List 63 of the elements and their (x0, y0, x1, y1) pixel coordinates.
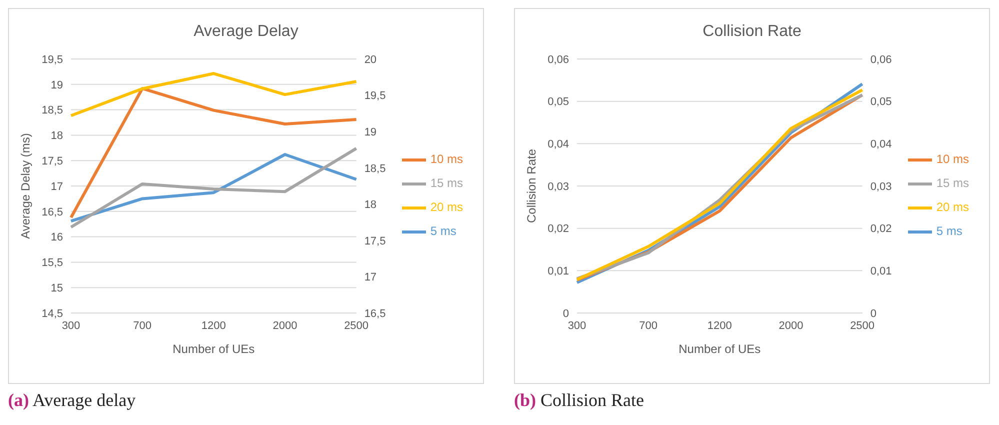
x-tick-label: 2500 (850, 320, 875, 332)
y2-tick-label: 0 (870, 308, 876, 320)
y2-tick-label: 0,01 (870, 266, 892, 278)
y-tick-label: 17,5 (42, 156, 63, 168)
line-series (70, 72, 358, 118)
legend-label: 15 ms (430, 176, 463, 190)
y-tick-label: 15 (50, 282, 63, 295)
y-axis-title: Collision Rate (524, 148, 538, 224)
chart-title: Collision Rate (702, 23, 802, 41)
y-tick-label: 0,05 (548, 96, 569, 108)
y2-tick-label: 0,05 (870, 96, 892, 108)
y2-tick-label: 19,5 (364, 90, 386, 102)
y-tick-label: 17 (50, 180, 63, 193)
x-axis-title: Number of UEs (678, 342, 761, 356)
y-tick-label: 14,5 (42, 308, 63, 320)
y2-tick-label: 17 (364, 272, 377, 284)
y-tick-label: 19 (50, 79, 63, 92)
y2-tick-label: 0,02 (870, 223, 892, 236)
y-tick-label: 0 (562, 308, 569, 320)
y2-tick-label: 16,5 (364, 308, 386, 320)
line-series (70, 146, 358, 229)
y-tick-label: 19,5 (42, 54, 63, 66)
y-tick-label: 16,5 (42, 206, 63, 218)
y-tick-label: 0,02 (548, 223, 569, 236)
x-tick-label: 2000 (272, 320, 298, 332)
x-tick-label: 1200 (707, 320, 732, 332)
y-tick-label: 18,5 (42, 104, 63, 117)
legend-label: 15 ms (936, 176, 969, 190)
x-tick-label: 300 (568, 320, 586, 332)
x-tick-label: 2500 (344, 320, 369, 332)
x-tick-label: 1200 (201, 320, 226, 332)
y2-tick-label: 19 (364, 126, 377, 138)
x-tick-label: 700 (133, 320, 152, 332)
x-tick-label: 700 (639, 320, 658, 332)
y2-tick-label: 17,5 (364, 235, 386, 248)
line-series (70, 86, 358, 219)
y2-tick-label: 0,04 (870, 138, 892, 151)
legend-label: 10 ms (430, 152, 463, 166)
chart-title: Average Delay (192, 23, 300, 41)
y2-tick-label: 20 (364, 54, 377, 66)
legend-label: 5 ms (430, 224, 456, 238)
x-axis-title: Number of UEs (172, 342, 255, 356)
y-tick-label: 18 (50, 130, 63, 142)
legend-label: 5 ms (936, 224, 962, 238)
y2-tick-label: 0,03 (870, 180, 892, 193)
legend-label: 10 ms (936, 152, 969, 166)
legend-label: 20 ms (936, 200, 969, 214)
y-tick-label: 0,03 (548, 180, 569, 193)
y2-tick-label: 18 (364, 199, 377, 212)
text: (b) Collision Rate (514, 390, 645, 411)
line-series (70, 153, 358, 223)
x-tick-label: 300 (62, 320, 80, 332)
y2-tick-label: 0,06 (870, 54, 892, 66)
x-tick-label: 2000 (778, 320, 804, 332)
legend-label: 20 ms (430, 200, 463, 214)
y-tick-label: 0,04 (548, 138, 569, 151)
y-tick-label: 16 (50, 232, 63, 244)
text: (a) Average delay (8, 390, 137, 411)
y-axis-title: Average Delay (ms) (18, 133, 32, 239)
y-tick-label: 0,01 (548, 266, 569, 278)
y-tick-label: 15,5 (42, 257, 63, 270)
y2-tick-label: 18,5 (364, 162, 386, 175)
y-tick-label: 0,06 (548, 54, 569, 66)
